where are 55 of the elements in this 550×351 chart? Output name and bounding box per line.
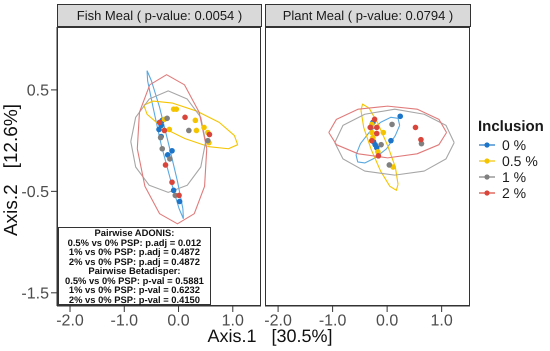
point <box>374 124 380 130</box>
point <box>169 148 175 154</box>
point <box>376 153 382 159</box>
x-tick-label: -2.0 <box>56 312 84 330</box>
legend-label: 1 % <box>502 169 526 185</box>
point <box>182 114 188 120</box>
point <box>186 128 192 134</box>
point <box>176 198 182 204</box>
point <box>372 142 378 148</box>
point <box>192 118 198 124</box>
y-tick-label: -1.5 <box>21 285 50 302</box>
point <box>169 179 175 186</box>
y-axis-title: Axis.2 [12.6%] <box>1 104 22 236</box>
point <box>156 126 162 132</box>
annotation: 1% vs 0% PSP: p-val = 0.6232 <box>68 284 200 295</box>
x-tick-label: 0.0 <box>376 312 398 330</box>
annotation: Pairwise ADONIS: <box>94 227 176 238</box>
annotation: 2% vs 0% PSP: p.adj = 0.4872 <box>68 256 201 266</box>
y-tick-label: 0.5 <box>26 82 50 100</box>
point <box>164 152 170 158</box>
legend-label: 0.5 % <box>502 153 538 169</box>
legend-title: Inclusion <box>478 118 544 135</box>
point <box>412 124 418 130</box>
point <box>389 122 395 128</box>
annotation: 2% vs 0% PSP: p-val = 0.4150 <box>68 294 201 304</box>
point <box>380 130 386 136</box>
point <box>374 130 380 136</box>
point <box>418 136 424 142</box>
chart-title: Fish Meal ( p-value: 0.0054 ) <box>57 4 262 27</box>
point <box>162 162 168 168</box>
x-tick-label: 1.0 <box>430 312 453 330</box>
x-tick-label: 0.0 <box>167 312 190 330</box>
legend-label: 0 % <box>502 137 526 153</box>
point <box>159 146 166 152</box>
point <box>170 188 176 194</box>
point <box>167 156 173 162</box>
annotation: 0.5% vs 0% PSP: p.adj = 0.012 <box>66 236 202 248</box>
point <box>388 138 394 144</box>
point <box>166 126 172 132</box>
point <box>201 124 207 130</box>
point <box>369 130 375 136</box>
point <box>156 120 162 126</box>
point <box>162 128 168 134</box>
y-tick-label: -0.5 <box>21 184 50 202</box>
legend-label: 2 % <box>502 185 526 201</box>
point <box>378 142 384 148</box>
point <box>386 162 392 168</box>
x-tick-label: -1.0 <box>110 312 138 330</box>
annotation: 0.5% vs 0% PSP: p-val = 0.5881 <box>65 274 204 286</box>
point <box>176 192 182 198</box>
chart-title: Plant Meal ( p-value: 0.0794 ) <box>265 4 471 27</box>
point <box>397 113 404 120</box>
point <box>164 116 170 122</box>
point <box>194 128 200 134</box>
point <box>372 116 378 122</box>
